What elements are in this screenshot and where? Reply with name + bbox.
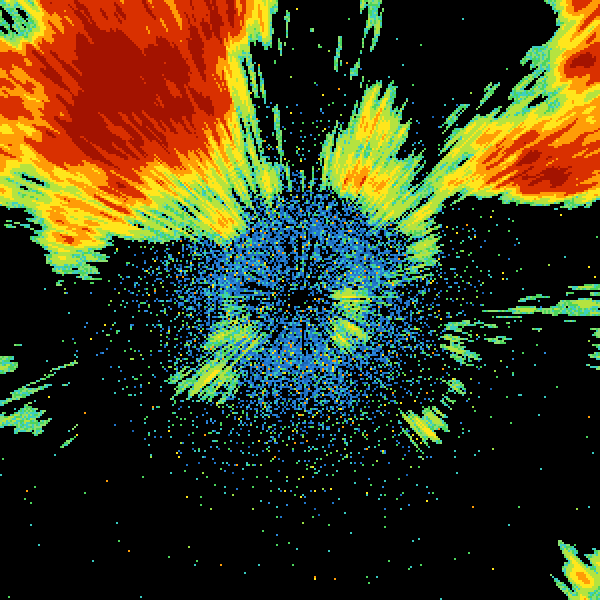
radar-reflectivity-canvas [0,0,600,600]
radar-display [0,0,600,600]
